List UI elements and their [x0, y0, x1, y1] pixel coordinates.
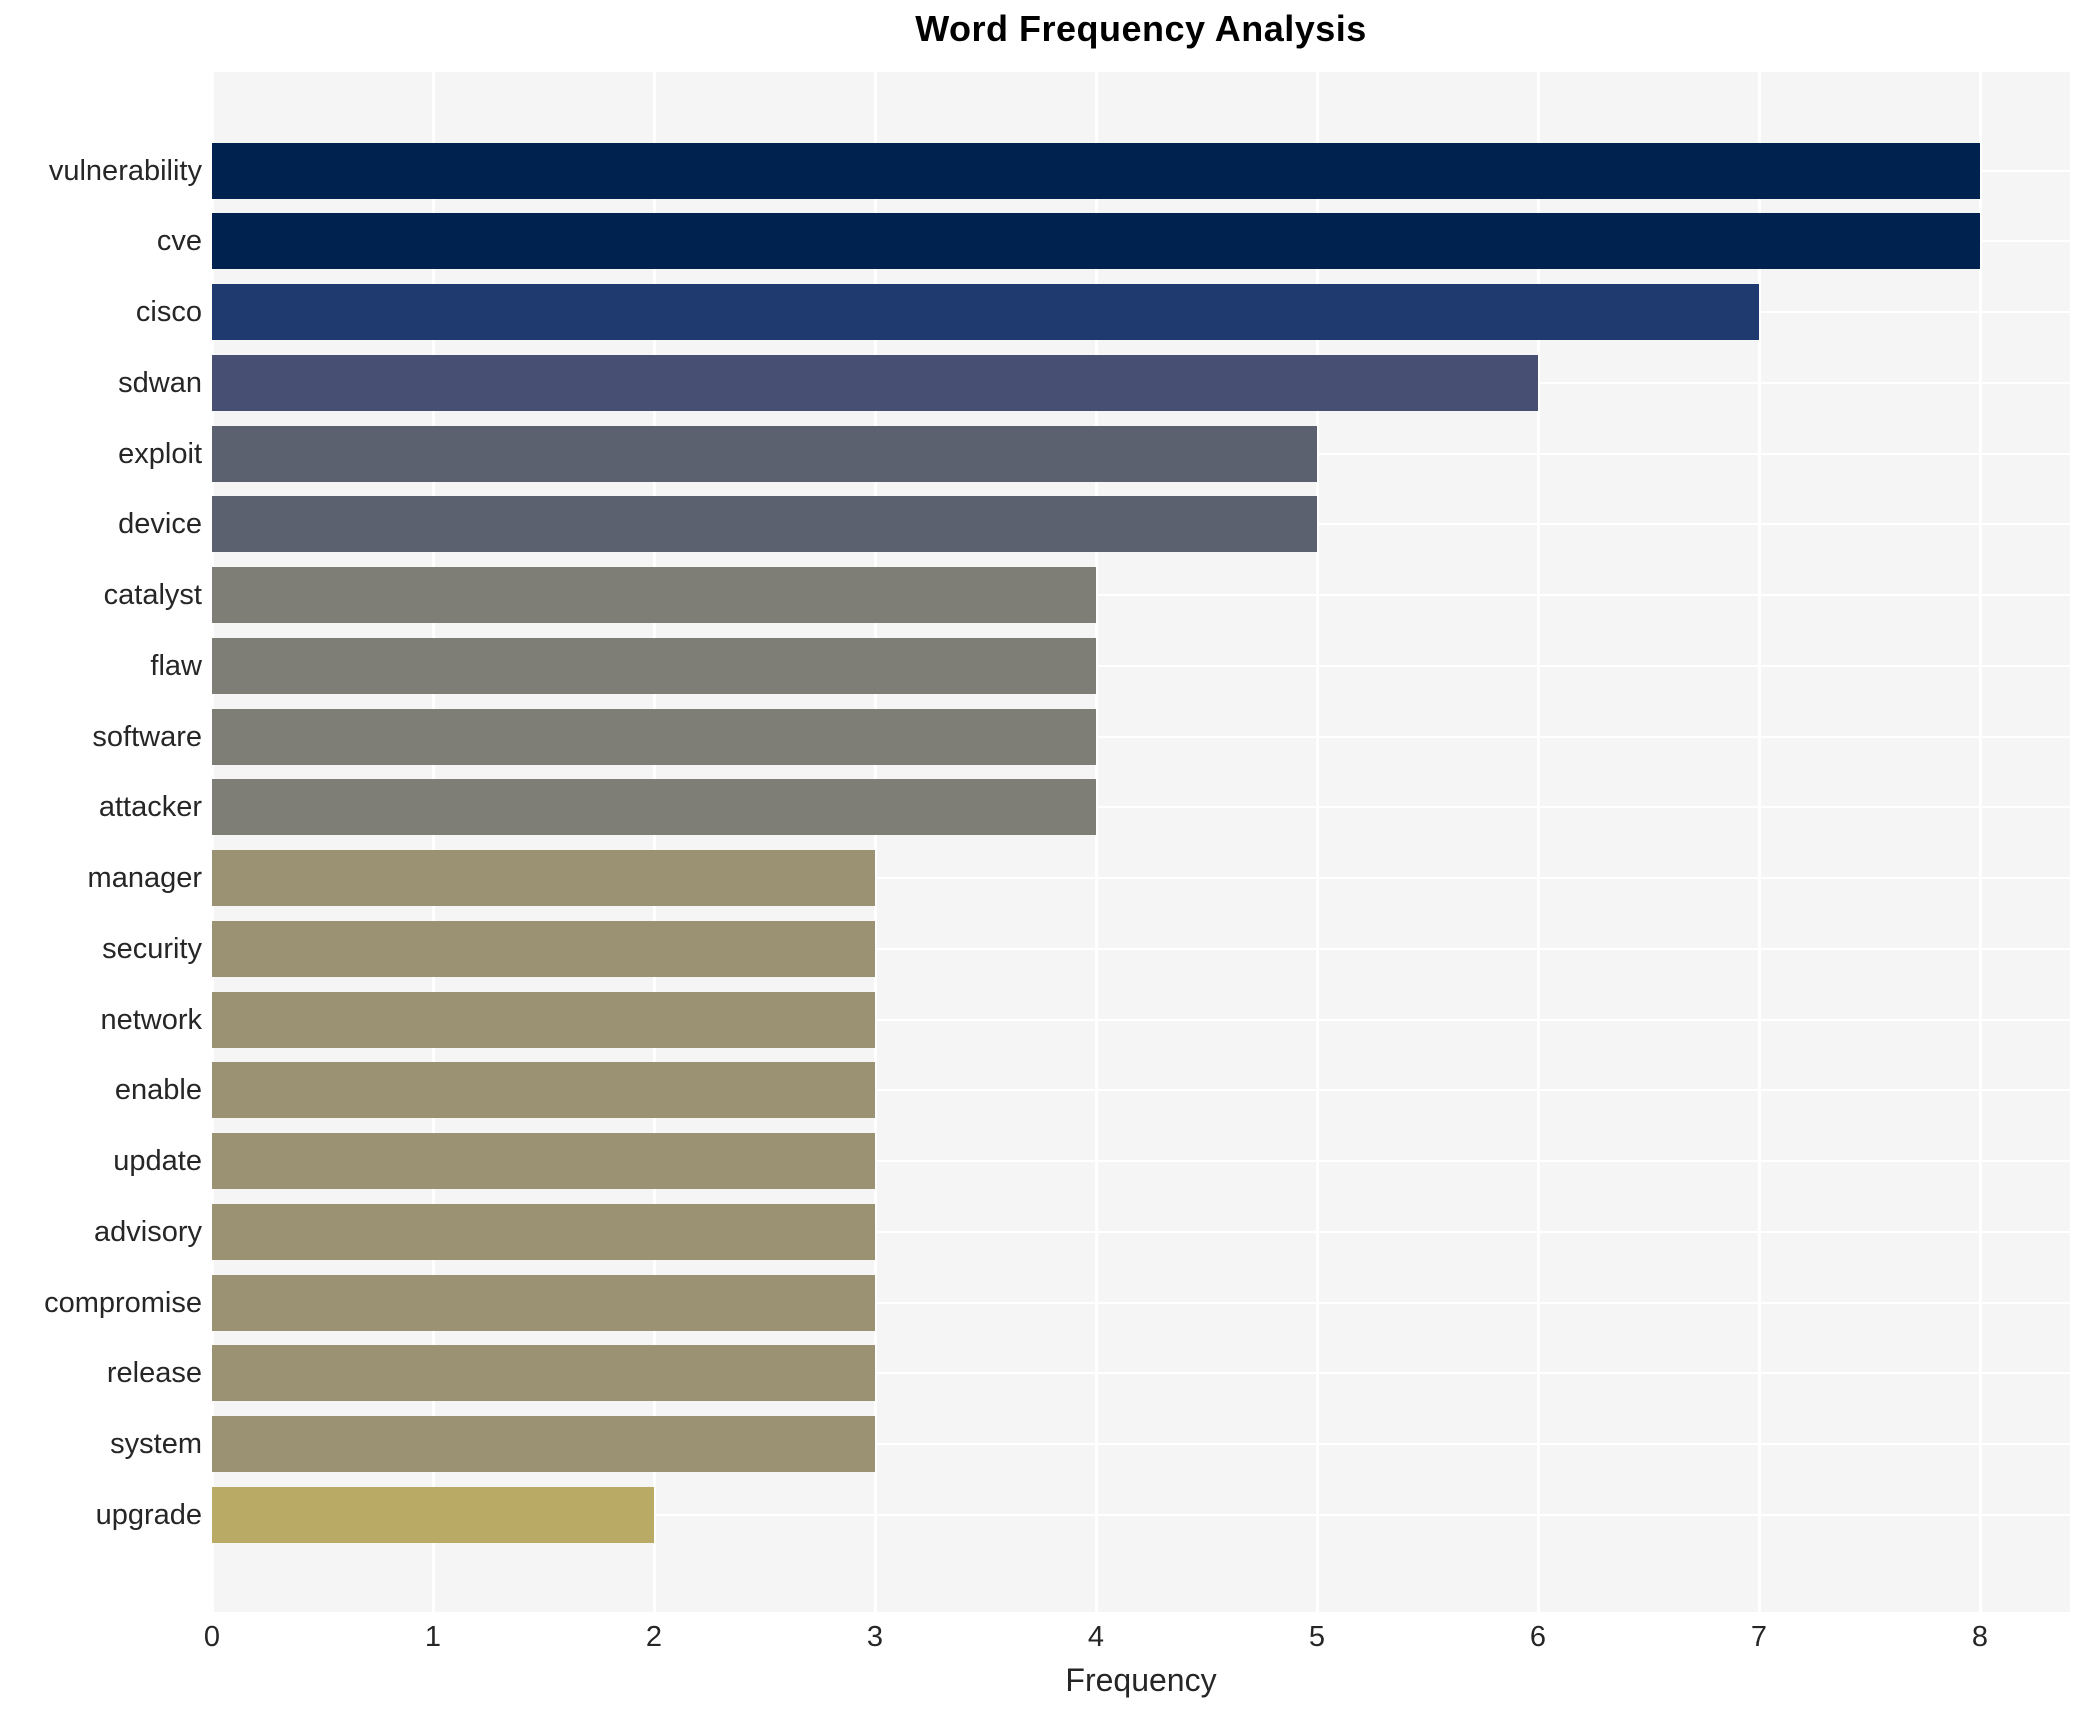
x-tick-label-5: 5 — [1308, 1621, 1326, 1653]
bar-network — [212, 991, 875, 1048]
bar-attacker — [212, 779, 1096, 836]
x-axis-title: Frequency — [1065, 1662, 1217, 1698]
bar-cisco — [212, 284, 1759, 340]
y-tick-label-security: security — [102, 932, 202, 965]
x-tick-label-3: 3 — [866, 1621, 884, 1653]
horizontal-gridline — [212, 1230, 2070, 1233]
bar-catalyst — [212, 567, 1096, 623]
bar-release — [212, 1345, 875, 1402]
horizontal-gridline — [212, 947, 2070, 950]
chart-title: Word Frequency Analysis — [915, 8, 1367, 49]
vertical-gridline — [1095, 72, 1098, 1612]
y-tick-label-advisory: advisory — [94, 1215, 202, 1248]
bar-system — [212, 1416, 875, 1472]
vertical-gridline — [874, 72, 877, 1612]
bar-cve — [212, 213, 1980, 270]
x-tick-label-1: 1 — [424, 1621, 442, 1653]
y-tick-label-vulnerability: vulnerability — [48, 154, 202, 187]
plot-area — [211, 72, 2070, 1612]
vertical-gridline — [1979, 72, 1982, 1612]
horizontal-gridline — [212, 1301, 2070, 1304]
horizontal-gridline — [212, 1372, 2070, 1375]
vertical-gridline — [1316, 72, 1319, 1612]
y-tick-label-flaw: flaw — [150, 649, 202, 682]
y-tick-label-software: software — [92, 720, 202, 753]
horizontal-gridline — [212, 664, 2070, 667]
y-tick-label-manager: manager — [87, 862, 202, 894]
bar-security — [212, 920, 875, 977]
horizontal-gridline — [212, 594, 2070, 596]
bar-upgrade — [212, 1486, 654, 1543]
vertical-gridline — [653, 72, 656, 1612]
y-tick-label-sdwan: sdwan — [118, 366, 202, 399]
y-tick-label-enable: enable — [114, 1074, 202, 1107]
y-tick-label-exploit: exploit — [118, 437, 202, 470]
bar-device — [212, 496, 1317, 553]
horizontal-gridline — [212, 735, 2070, 738]
vertical-gridline — [211, 72, 214, 1612]
bar-update — [212, 1133, 875, 1189]
bar-sdwan — [212, 354, 1538, 411]
y-tick-label-catalyst: catalyst — [103, 579, 202, 611]
bar-software — [212, 708, 1096, 765]
y-tick-label-compromise: compromise — [44, 1286, 202, 1319]
y-tick-label-update: update — [113, 1145, 202, 1177]
y-tick-label-cisco: cisco — [135, 296, 202, 328]
vertical-gridline — [1537, 72, 1540, 1612]
bar-flaw — [212, 637, 1096, 694]
y-tick-label-network: network — [100, 1003, 202, 1036]
y-tick-label-system: system — [110, 1428, 202, 1460]
bar-manager — [212, 850, 875, 906]
bar-exploit — [212, 425, 1317, 482]
bar-advisory — [212, 1203, 875, 1260]
x-tick-label-2: 2 — [645, 1621, 663, 1653]
y-tick-label-upgrade: upgrade — [95, 1498, 202, 1531]
y-tick-label-cve: cve — [156, 225, 202, 258]
y-tick-label-attacker: attacker — [98, 791, 202, 824]
x-tick-label-7: 7 — [1750, 1621, 1768, 1653]
x-tick-label-4: 4 — [1087, 1621, 1105, 1653]
bar-enable — [212, 1062, 875, 1119]
x-tick-label-6: 6 — [1529, 1621, 1547, 1653]
horizontal-gridline — [212, 877, 2070, 879]
horizontal-gridline — [212, 1160, 2070, 1162]
horizontal-gridline — [212, 806, 2070, 809]
x-tick-label-8: 8 — [1971, 1621, 1989, 1653]
bar-compromise — [212, 1274, 875, 1331]
x-tick-label-0: 0 — [203, 1621, 221, 1653]
bar-vulnerability — [212, 142, 1980, 199]
horizontal-gridline — [212, 1443, 2070, 1445]
horizontal-gridline — [212, 1513, 2070, 1516]
vertical-gridline — [1758, 72, 1761, 1612]
horizontal-gridline — [212, 1089, 2070, 1092]
y-tick-label-device: device — [118, 508, 202, 541]
y-tick-label-release: release — [106, 1357, 202, 1390]
horizontal-gridline — [212, 1018, 2070, 1021]
vertical-gridline — [432, 72, 435, 1612]
